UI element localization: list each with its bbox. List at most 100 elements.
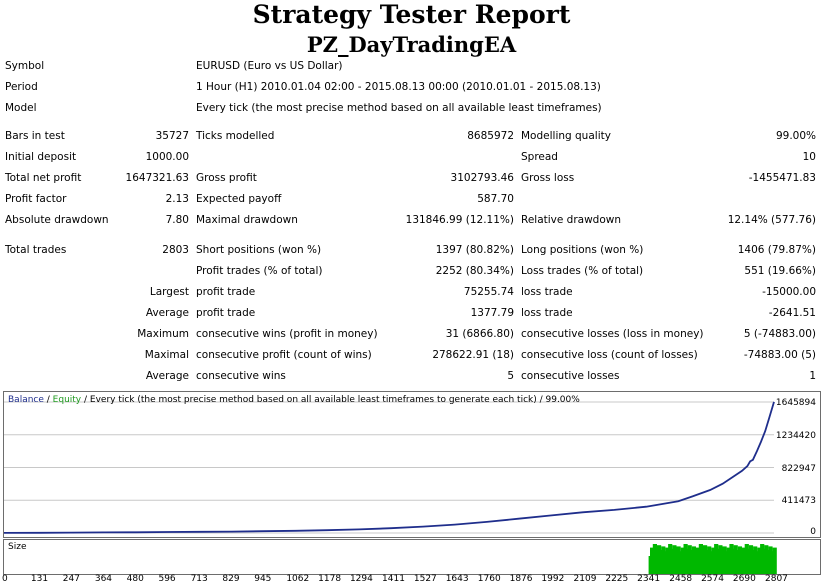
short-positions-value: 1397 (80.82%) (435, 244, 514, 256)
x-tick-label: 2574 (701, 574, 724, 584)
y-tick-label: 0 (810, 527, 816, 537)
maximal-consecutive-profit-value: 278622.91 (18) (432, 349, 514, 361)
gross-profit-label: Gross profit (196, 172, 257, 184)
quality-label: Modelling quality (521, 130, 611, 142)
x-tick-label: 1411 (382, 574, 405, 584)
average-profit-value: 1377.79 (470, 307, 514, 319)
bars-value: 35727 (155, 130, 189, 142)
net-profit-label: Total net profit (5, 172, 82, 184)
size-bar (772, 547, 777, 574)
long-positions-value: 1406 (79.87%) (737, 244, 816, 256)
x-tick-label: 945 (254, 574, 272, 584)
gross-profit-value: 3102793.46 (450, 172, 514, 184)
spread-label: Spread (521, 151, 558, 163)
avg-consecutive-losses-value: 1 (809, 370, 816, 382)
max-consecutive-wins-label: consecutive wins (profit in money) (196, 328, 378, 340)
max-consecutive-losses-label: consecutive losses (loss in money) (521, 328, 704, 340)
gross-loss-label: Gross loss (521, 172, 575, 184)
x-tick-label: 596 (158, 574, 176, 584)
report-title: Strategy Tester Report (252, 0, 571, 29)
gross-loss-value: -1455471.83 (748, 172, 816, 184)
maximum-label: Maximum (137, 328, 189, 340)
chart-description: / Every tick (the most precise method ba… (81, 395, 580, 405)
avg-consecutive-wins-value: 5 (507, 370, 514, 382)
x-tick-label: 131 (30, 574, 49, 584)
chart-title: Balance / Equity / Every tick (the most … (8, 395, 580, 406)
maximal-drawdown-value: 131846.99 (12.11%) (405, 214, 514, 226)
balance-plot (4, 401, 775, 534)
x-tick-label: 2225 (605, 574, 629, 584)
x-tick-label: 1876 (509, 574, 533, 584)
symbol-label: Symbol (5, 60, 45, 72)
largest-loss-label: loss trade (521, 286, 573, 298)
expected-payoff-label: Expected payoff (196, 193, 282, 205)
largest-label: Largest (149, 286, 189, 298)
spread-value: 10 (802, 151, 816, 163)
deposit-label: Initial deposit (5, 151, 77, 163)
x-tick-label: 2690 (732, 574, 756, 584)
max-consecutive-losses-value: 5 (-74883.00) (743, 328, 816, 340)
size-plot (648, 544, 777, 574)
relative-drawdown-value: 12.14% (577.76) (727, 214, 816, 226)
size-label: Size (8, 542, 27, 552)
average-profit-label: profit trade (196, 307, 256, 319)
period-value: 1 Hour (H1) 2010.01.04 02:00 - 2015.08.1… (196, 81, 601, 93)
max-consecutive-wins-value: 31 (6866.80) (445, 328, 514, 340)
largest-profit-label: profit trade (196, 286, 256, 298)
x-tick-label: 713 (190, 574, 208, 584)
quality-value: 99.00% (775, 130, 816, 142)
x-tick-label: 2109 (573, 574, 597, 584)
profit-trades-value: 2252 (80.34%) (435, 265, 514, 277)
x-tick-label: 1294 (349, 574, 373, 584)
average-loss-label: loss trade (521, 307, 573, 319)
loss-trades-label: Loss trades (% of total) (521, 265, 644, 277)
ticks-value: 8685972 (467, 130, 514, 142)
y-tick-label: 822947 (781, 464, 816, 474)
relative-drawdown-label: Relative drawdown (521, 214, 622, 226)
absolute-drawdown-value: 7.80 (165, 214, 189, 226)
total-trades-label: Total trades (5, 244, 67, 256)
balance-chart: Balance / Equity / Every tick (the most … (3, 391, 821, 538)
average-consecutive-label: Average (145, 370, 189, 382)
size-panel: Size (3, 539, 821, 575)
avg-consecutive-losses-label: consecutive losses (521, 370, 620, 382)
ticks-label: Ticks modelled (196, 130, 275, 142)
y-tick-label: 411473 (781, 496, 816, 506)
x-tick-label: 1062 (286, 574, 310, 584)
legend-separator: / (43, 395, 53, 405)
maximal-consecutive-loss-value: -74883.00 (5) (743, 349, 816, 361)
x-tick-label: 247 (62, 574, 80, 584)
total-trades-value: 2803 (162, 244, 189, 256)
y-tick-label: 1234420 (775, 431, 816, 441)
maximal-drawdown-label: Maximal drawdown (196, 214, 298, 226)
average-label: Average (145, 307, 189, 319)
x-tick-label: 1178 (318, 574, 342, 584)
balance-line (4, 401, 775, 534)
maximal-label: Maximal (144, 349, 189, 361)
loss-trades-value: 551 (19.66%) (744, 265, 816, 277)
x-tick-label: 364 (94, 574, 113, 584)
avg-consecutive-wins-label: consecutive wins (196, 370, 286, 382)
deposit-value: 1000.00 (145, 151, 189, 163)
bars-label: Bars in test (5, 130, 65, 142)
profit-trades-label: Profit trades (% of total) (196, 265, 323, 277)
x-tick-label: 0 (2, 574, 8, 584)
absolute-drawdown-label: Absolute drawdown (5, 214, 109, 226)
model-label: Model (5, 102, 37, 114)
x-tick-label: 1760 (477, 574, 501, 584)
x-tick-label: 480 (126, 574, 144, 584)
y-tick-label: 1645894 (775, 398, 816, 408)
x-tick-label: 1643 (445, 574, 469, 584)
expected-payoff-value: 587.70 (477, 193, 514, 205)
report-subtitle: PZ_DayTradingEA (306, 32, 517, 57)
legend-balance: Balance (8, 395, 44, 405)
largest-loss-value: -15000.00 (762, 286, 816, 298)
long-positions-label: Long positions (won %) (521, 244, 644, 256)
maximal-consecutive-loss-label: consecutive loss (count of losses) (521, 349, 698, 361)
symbol-value: EURUSD (Euro vs US Dollar) (196, 60, 343, 72)
x-tick-label: 1992 (541, 574, 565, 584)
short-positions-label: Short positions (won %) (196, 244, 322, 256)
x-tick-label: 829 (222, 574, 240, 584)
profit-factor-label: Profit factor (5, 193, 67, 205)
net-profit-value: 1647321.63 (125, 172, 189, 184)
